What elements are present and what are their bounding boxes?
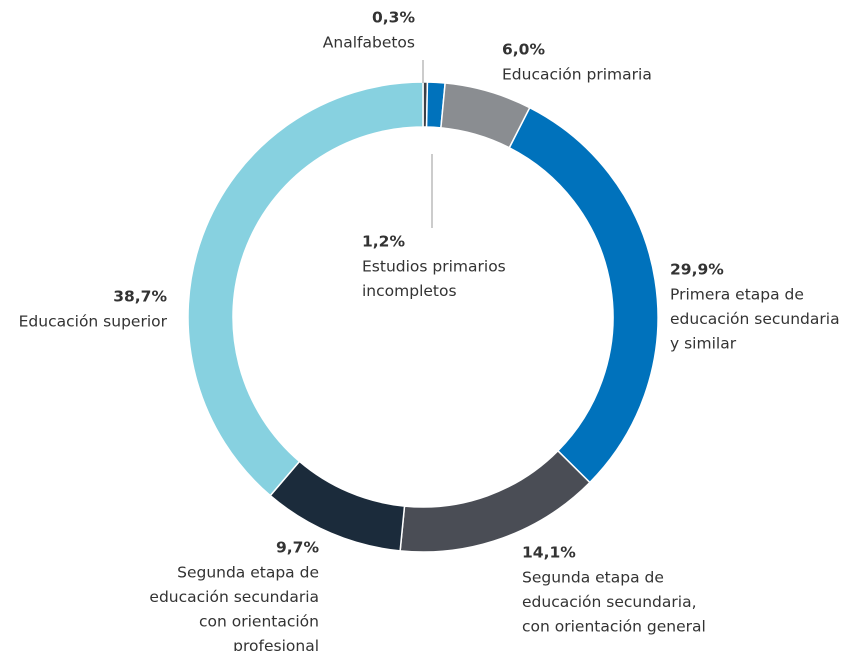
category-label: Analfabetos bbox=[323, 34, 415, 52]
value-label: 9,7% bbox=[276, 539, 319, 557]
category-label: Segunda etapa de bbox=[522, 569, 664, 587]
category-label: Segunda etapa de bbox=[177, 564, 319, 582]
category-label: con orientación bbox=[199, 613, 319, 631]
category-label: Educación primaria bbox=[502, 66, 652, 84]
value-label: 6,0% bbox=[502, 41, 545, 59]
category-label: educación secundaria bbox=[670, 310, 840, 328]
value-label: 0,3% bbox=[372, 9, 415, 27]
category-label: Estudios primarios bbox=[362, 258, 506, 276]
category-label: y similar bbox=[670, 335, 737, 353]
category-label: con orientación general bbox=[522, 618, 706, 636]
category-label: Primera etapa de bbox=[670, 286, 804, 304]
value-label: 29,9% bbox=[670, 261, 724, 279]
category-label: profesional bbox=[233, 637, 319, 651]
category-label: incompletos bbox=[362, 282, 457, 300]
category-label: educación secundaria, bbox=[522, 593, 697, 611]
category-label: educación secundaria bbox=[149, 588, 319, 606]
slice bbox=[508, 106, 659, 484]
value-label: 1,2% bbox=[362, 233, 405, 251]
value-label: 38,7% bbox=[113, 288, 167, 306]
slice bbox=[269, 460, 406, 552]
slice bbox=[399, 449, 591, 553]
slice bbox=[187, 81, 424, 497]
category-label: Educación superior bbox=[19, 313, 168, 331]
value-label: 14,1% bbox=[522, 544, 576, 562]
